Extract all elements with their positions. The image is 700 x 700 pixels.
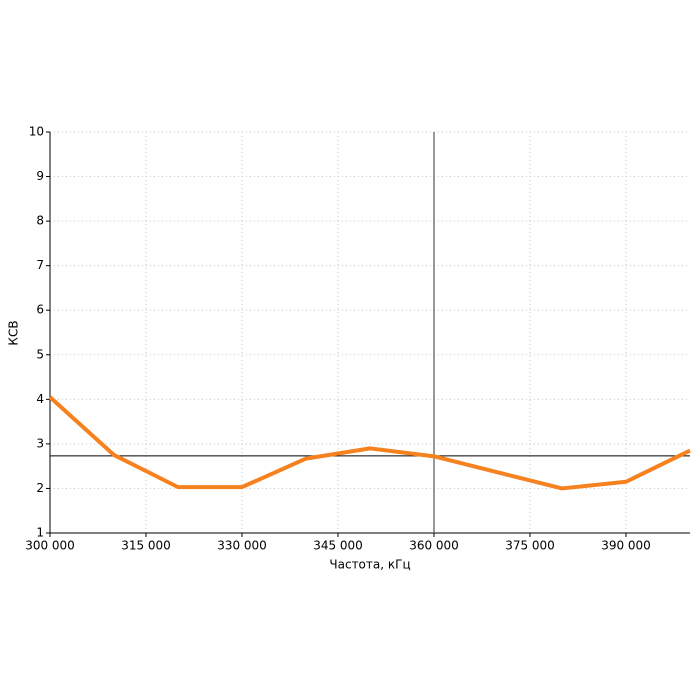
x-axis-label: Частота, кГц [329,558,410,572]
y-tick-label: 7 [36,258,44,272]
y-tick-label: 5 [36,347,44,361]
y-tick-label: 9 [36,169,44,183]
x-tick-label: 300 000 [25,539,75,553]
x-tick-label: 315 000 [121,539,171,553]
x-tick-label: 375 000 [505,539,555,553]
data-line [48,395,691,491]
x-tick-label: 390 000 [601,539,651,553]
y-tick-label: 2 [36,481,44,495]
x-tick-label: 360 000 [409,539,459,553]
y-tick-label: 3 [36,436,44,450]
x-tick-label: 330 000 [217,539,267,553]
x-tick-label: 345 000 [313,539,363,553]
y-tick-label: 10 [29,125,44,139]
y-axis-label: КСВ [7,320,21,345]
y-tick-label: 4 [36,392,44,406]
y-tick-label: 1 [36,526,44,540]
y-tick-label: 6 [36,303,44,317]
y-tick-label: 8 [36,214,44,228]
